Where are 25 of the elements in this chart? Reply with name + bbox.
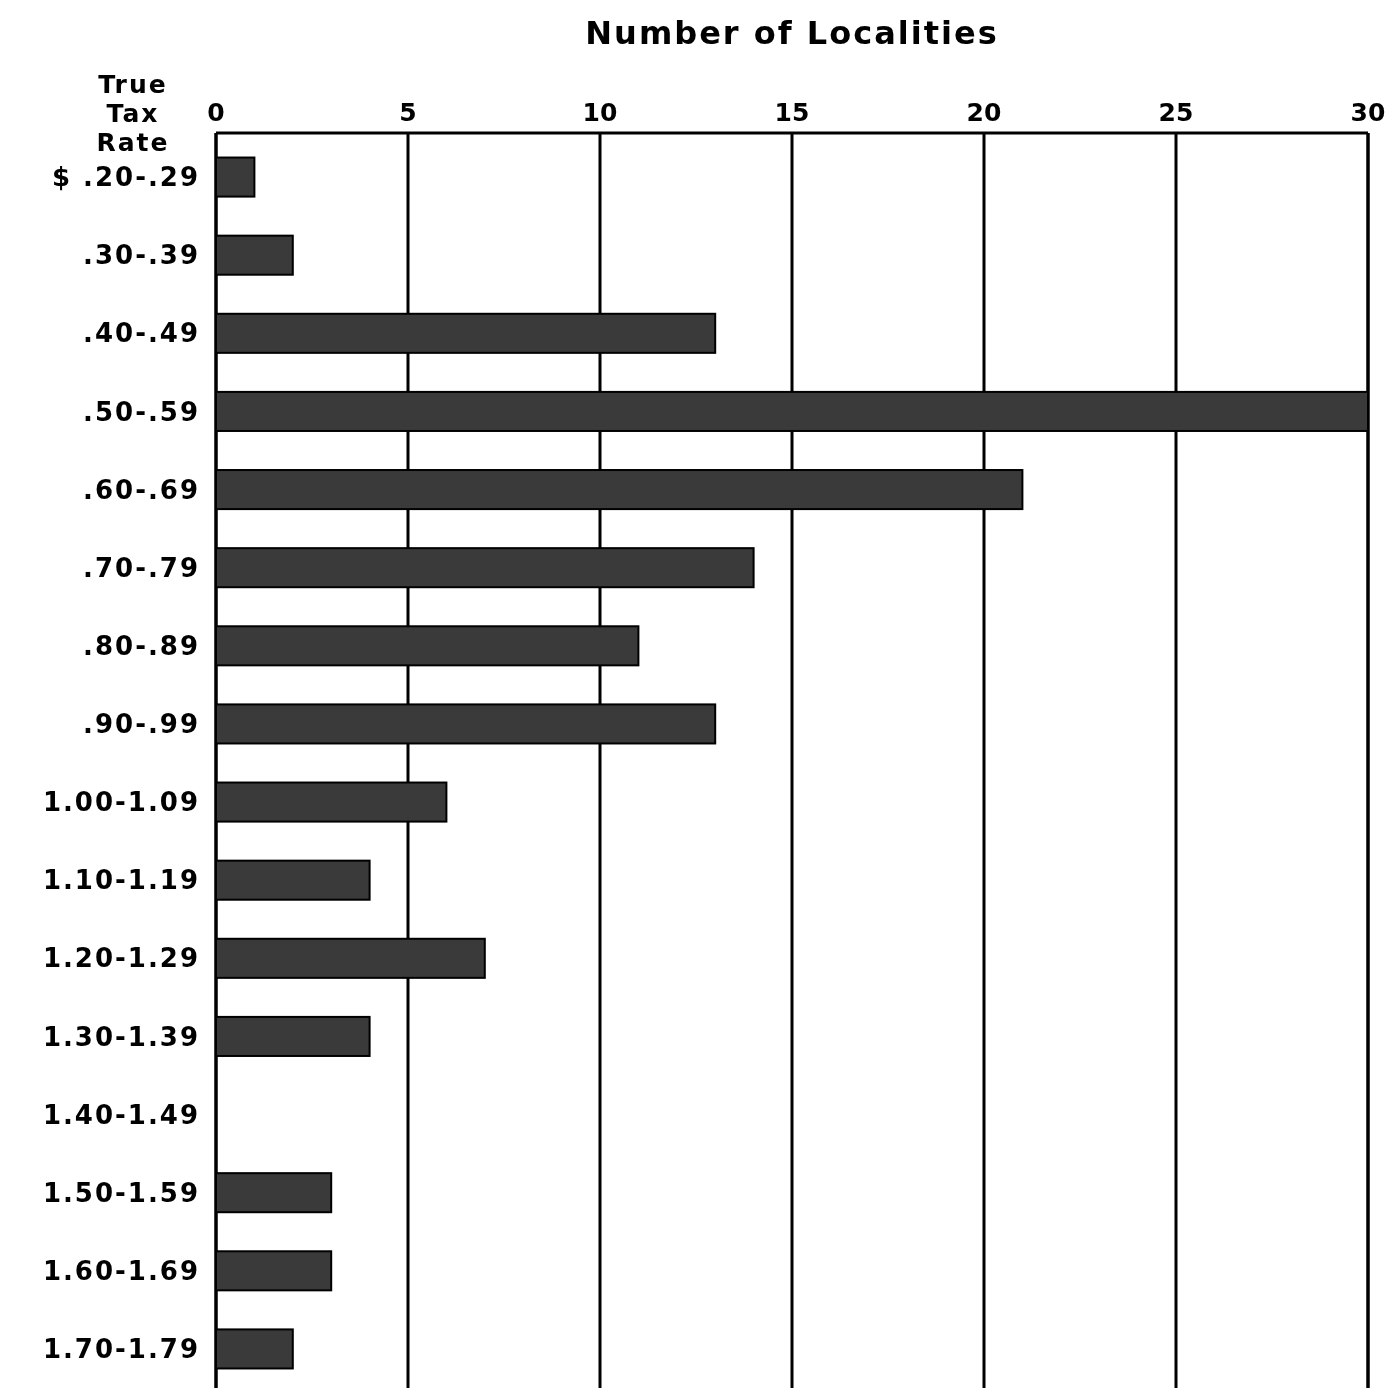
y-tick-label: 1.30-1.39 <box>42 1021 200 1052</box>
x-tick-label: 20 <box>966 98 1002 127</box>
x-tick-label: 25 <box>1158 98 1194 127</box>
y-tick-label: .90-.99 <box>83 709 200 740</box>
y-tick-label: .50-.59 <box>83 396 200 427</box>
x-axis-title: Number of Localities <box>585 14 999 52</box>
y-tick-label: 1.50-1.59 <box>42 1177 200 1208</box>
x-tick-label: 5 <box>399 98 417 127</box>
y-tick-label: .80-.89 <box>83 630 200 661</box>
y-tick-label: 1.10-1.19 <box>42 865 200 896</box>
y-tick-label: .60-.69 <box>83 474 200 505</box>
x-tick-label: 15 <box>774 98 810 127</box>
y-tick-label: 1.40-1.49 <box>42 1099 200 1130</box>
y-tick-label: 1.00-1.09 <box>42 787 200 818</box>
y-axis-title: True Tax Rate <box>96 70 170 157</box>
y-tick-label: $ .20-.29 <box>51 162 200 193</box>
y-tick-label: 1.20-1.29 <box>42 943 200 974</box>
x-tick-label: 0 <box>207 98 225 127</box>
y-tick-label: 1.70-1.79 <box>42 1334 200 1365</box>
y-tick-label: .40-.49 <box>83 318 200 349</box>
y-tick-label: .30-.39 <box>83 240 200 271</box>
y-tick-label: .70-.79 <box>83 552 200 583</box>
y-tick-label: 1.60-1.69 <box>42 1255 200 1286</box>
x-tick-label: 10 <box>582 98 618 127</box>
x-tick-label: 30 <box>1350 98 1386 127</box>
